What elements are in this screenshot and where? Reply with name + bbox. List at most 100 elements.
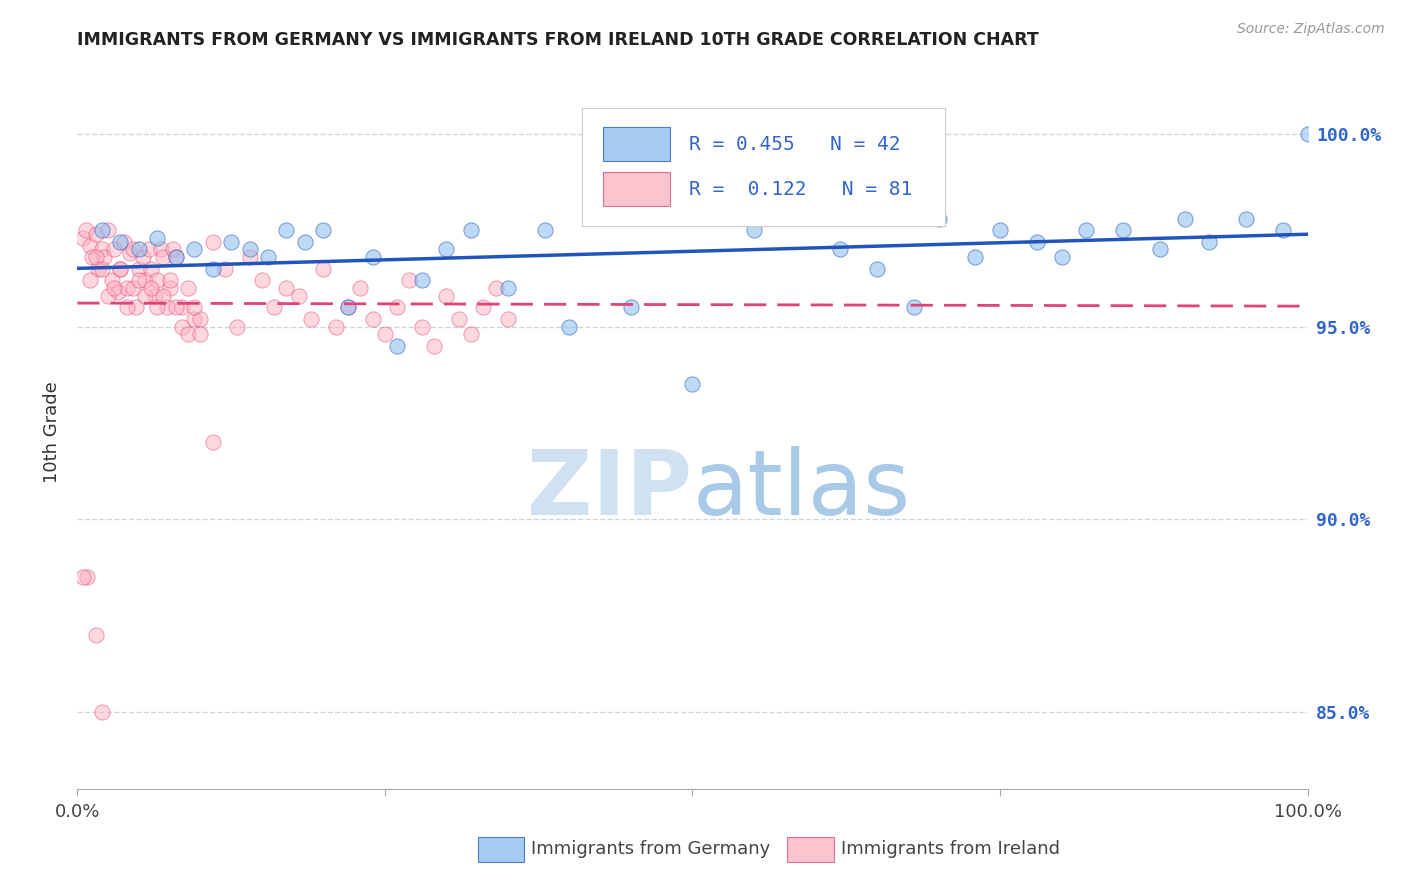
Point [183, 300, 205, 314]
Point [337, 300, 360, 314]
Point [177, 281, 200, 295]
Point [84, 227, 107, 241]
Point [928, 211, 950, 226]
Point [534, 223, 557, 237]
Point [162, 243, 184, 257]
Point [988, 223, 1011, 237]
Point [115, 300, 138, 314]
Point [387, 300, 409, 314]
Point [103, 281, 125, 295]
FancyBboxPatch shape [603, 172, 671, 206]
Point [146, 231, 169, 245]
Point [97, 288, 120, 302]
Point [156, 300, 179, 314]
Point [294, 235, 316, 249]
Point [143, 288, 166, 302]
Point [239, 243, 262, 257]
Point [257, 250, 280, 264]
Point [312, 223, 335, 237]
FancyBboxPatch shape [582, 108, 945, 226]
Point [146, 273, 169, 287]
Point [128, 273, 150, 287]
Point [177, 327, 200, 342]
Point [1112, 223, 1135, 237]
Point [436, 243, 458, 257]
Point [121, 243, 143, 257]
Point [219, 235, 242, 249]
Point [411, 319, 433, 334]
Point [361, 250, 384, 264]
Point [201, 235, 224, 249]
Point [141, 261, 163, 276]
Point [239, 250, 262, 264]
Point [1174, 211, 1197, 226]
Point [110, 261, 132, 276]
Point [134, 273, 156, 287]
Point [165, 250, 187, 264]
Point [190, 311, 212, 326]
Point [349, 281, 371, 295]
Point [276, 223, 298, 237]
Point [374, 327, 396, 342]
Point [250, 273, 273, 287]
Point [120, 246, 142, 260]
Point [460, 327, 482, 342]
Point [742, 223, 765, 237]
Point [121, 281, 143, 295]
Point [128, 243, 150, 257]
Text: Source: ZipAtlas.com: Source: ZipAtlas.com [1237, 22, 1385, 37]
Point [150, 243, 173, 257]
Text: Immigrants from Ireland: Immigrants from Ireland [841, 840, 1060, 858]
Point [903, 300, 925, 314]
Point [965, 250, 987, 264]
Point [183, 311, 205, 326]
Point [472, 300, 495, 314]
Point [496, 281, 519, 295]
Text: Immigrants from Germany: Immigrants from Germany [531, 840, 770, 858]
Point [90, 223, 114, 237]
Text: IMMIGRANTS FROM GERMANY VS IMMIGRANTS FROM IRELAND 10TH GRADE CORRELATION CHART: IMMIGRANTS FROM GERMANY VS IMMIGRANTS FR… [77, 31, 1039, 49]
Point [558, 319, 581, 334]
Point [411, 273, 433, 287]
Point [263, 300, 285, 314]
Point [1026, 235, 1049, 249]
Point [214, 261, 236, 276]
Text: R = 0.455   N = 42: R = 0.455 N = 42 [689, 135, 900, 153]
Point [276, 281, 298, 295]
Point [165, 250, 187, 264]
Point [159, 273, 181, 287]
Point [1149, 243, 1171, 257]
Point [165, 300, 187, 314]
Point [87, 261, 110, 276]
Point [110, 235, 132, 249]
Point [830, 243, 852, 257]
Point [112, 235, 135, 249]
Point [325, 319, 347, 334]
Point [183, 243, 205, 257]
Point [72, 570, 94, 584]
Text: R =  0.122   N = 81: R = 0.122 N = 81 [689, 180, 912, 199]
Point [170, 319, 193, 334]
Point [93, 250, 115, 264]
Point [387, 339, 409, 353]
Point [79, 238, 101, 252]
Point [128, 261, 150, 276]
Point [1296, 127, 1319, 141]
Point [107, 285, 129, 299]
Text: atlas: atlas [693, 446, 911, 533]
Point [447, 311, 470, 326]
Point [146, 300, 169, 314]
Point [190, 327, 212, 342]
Point [620, 300, 643, 314]
Point [131, 250, 153, 264]
Point [170, 300, 193, 314]
Point [90, 706, 114, 720]
Point [110, 261, 132, 276]
Point [780, 203, 803, 218]
Text: ZIP: ZIP [527, 446, 693, 533]
Point [101, 273, 124, 287]
Point [1198, 235, 1220, 249]
Point [72, 231, 94, 245]
Point [201, 261, 224, 276]
Y-axis label: 10th Grade: 10th Grade [44, 382, 62, 483]
